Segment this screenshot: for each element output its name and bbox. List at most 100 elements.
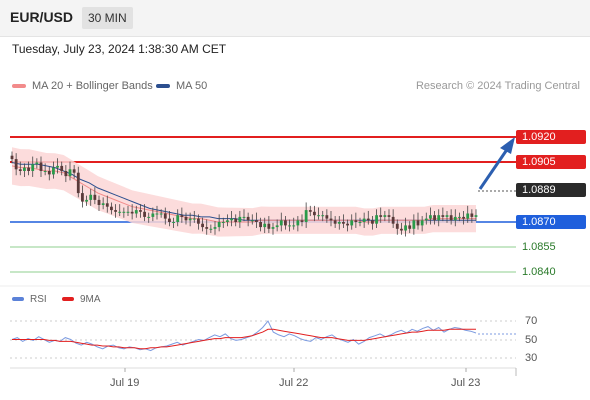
candle-body <box>371 220 374 224</box>
candle-body <box>350 220 354 226</box>
candle-body <box>408 225 412 229</box>
x-label-jul22: Jul 22 <box>279 377 309 389</box>
candle-body <box>395 223 399 229</box>
ma20-label: MA 20 + Bollinger Bands <box>32 80 153 92</box>
candle-body <box>429 215 432 219</box>
rsi-axis-70: 70 <box>525 315 538 327</box>
candle-body <box>52 167 55 175</box>
candle-body <box>168 218 171 222</box>
candle-body <box>267 223 271 229</box>
candle-body <box>391 216 395 224</box>
candle-body <box>134 210 138 214</box>
candle-body <box>321 215 325 217</box>
candle-body <box>375 215 378 224</box>
symbol-label: EUR/USD <box>10 9 74 25</box>
credit-label: Research © 2024 Trading Central <box>415 80 580 92</box>
candle-body <box>420 220 424 226</box>
candle-body <box>101 203 105 205</box>
candle-body <box>424 218 428 221</box>
legend-rsi: RSI <box>12 294 47 305</box>
candle-body <box>126 211 130 213</box>
candle-body <box>387 215 391 217</box>
candle-body <box>180 215 184 217</box>
legend-ma50: MA 50 <box>156 80 207 92</box>
forecast-arrow-icon <box>500 137 515 154</box>
candle-body <box>163 213 167 219</box>
candle-body <box>412 220 416 229</box>
candle-body <box>114 210 117 212</box>
candle-body <box>172 222 175 223</box>
candle-body <box>313 211 316 216</box>
ma20-line <box>11 165 476 223</box>
candle-body <box>118 211 122 213</box>
candle-body <box>358 222 362 223</box>
candle-body <box>437 215 441 221</box>
candle-body <box>159 213 163 215</box>
candle-body <box>176 215 180 222</box>
candle-body <box>192 218 196 220</box>
candle-body <box>263 223 267 228</box>
candle-body <box>10 155 14 160</box>
candle-body <box>221 222 225 223</box>
legend-rsi-ma: 9MA <box>62 294 101 305</box>
candle-body <box>151 213 155 217</box>
candle-body <box>43 171 47 172</box>
candle-body <box>362 218 366 222</box>
candle-body <box>462 216 465 219</box>
timeframe-button[interactable]: 30 MIN <box>82 7 133 29</box>
candle-body <box>466 213 470 219</box>
candle-body <box>23 167 26 171</box>
level-label-current: 1.0889 <box>516 183 586 197</box>
candle-body <box>383 215 387 217</box>
candle-body <box>89 194 93 200</box>
x-label-jul19: Jul 19 <box>110 377 140 389</box>
candle-body <box>288 225 291 227</box>
candle-body <box>122 211 126 213</box>
forecast-arrow-line <box>478 147 510 190</box>
candle-body <box>255 220 258 222</box>
candle-body <box>296 220 300 226</box>
candle-body <box>354 220 358 222</box>
ma50-label: MA 50 <box>176 80 208 92</box>
candle-body <box>130 211 134 214</box>
candle-body <box>284 220 287 226</box>
candle-body <box>416 220 420 226</box>
level-label-s3: 1.0840 <box>522 266 556 278</box>
candle-body <box>217 222 221 228</box>
candle-body <box>304 210 308 222</box>
candle-body <box>68 169 72 177</box>
candle-body <box>458 216 461 218</box>
candle-body <box>213 227 217 229</box>
candle-body <box>105 203 109 207</box>
candle-body <box>39 162 43 171</box>
candle-body <box>234 218 238 222</box>
candle-body <box>379 215 383 217</box>
level-label-s2: 1.0855 <box>522 241 556 253</box>
candle-body <box>238 216 242 222</box>
candle-body <box>259 222 262 228</box>
candle-body <box>445 215 449 217</box>
candle-body <box>143 211 146 217</box>
candle-body <box>147 216 151 218</box>
candle-body <box>81 193 84 202</box>
candle-body <box>404 225 407 231</box>
candle-body <box>85 199 88 202</box>
level-label-r2: 1.0920 <box>516 130 586 144</box>
candle-body <box>139 210 142 212</box>
candle-body <box>230 218 233 221</box>
chart-header: EUR/USD 30 MIN <box>0 0 590 37</box>
rsi-ma-line <box>12 328 476 350</box>
candlesticks <box>10 151 478 237</box>
rsi-axis-50: 50 <box>525 334 538 346</box>
candle-body <box>226 220 229 222</box>
candle-body <box>449 215 453 221</box>
candle-body <box>325 215 329 219</box>
candle-body <box>250 220 254 222</box>
candle-body <box>197 218 200 224</box>
legend-ma20: MA 20 + Bollinger Bands <box>12 80 153 92</box>
candle-body <box>441 215 445 217</box>
candle-body <box>400 228 403 231</box>
candle-body <box>155 213 159 215</box>
candle-body <box>300 220 304 222</box>
